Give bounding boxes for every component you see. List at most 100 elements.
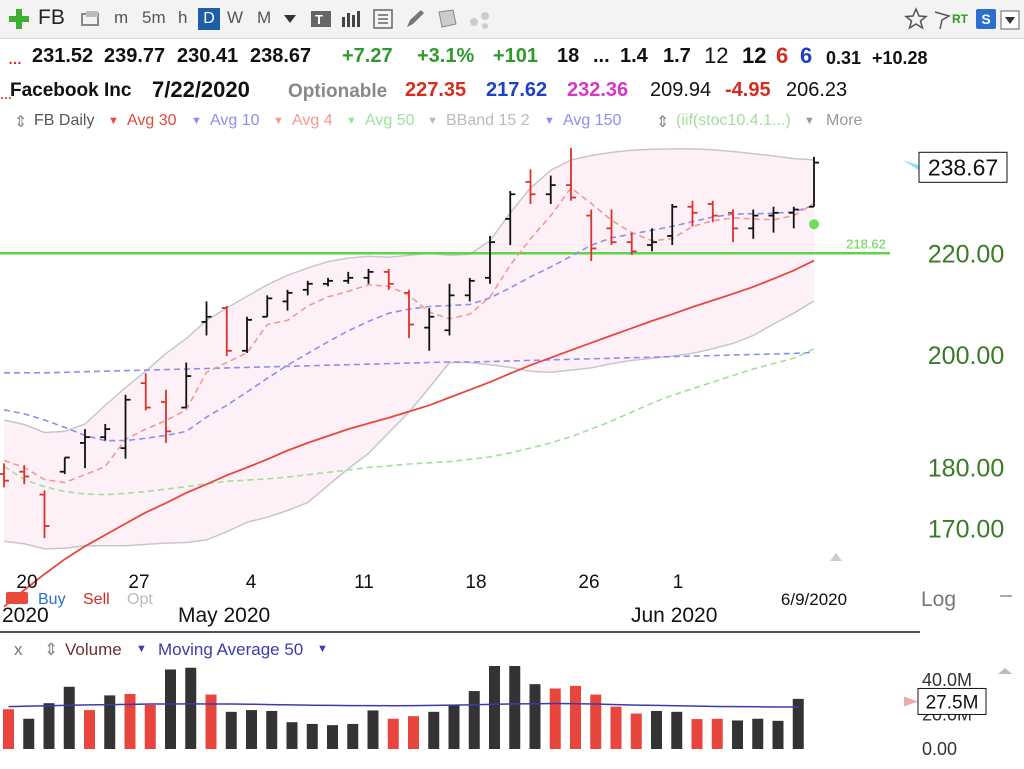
volume-bar <box>225 711 237 749</box>
trade-button-opt[interactable]: Opt <box>127 591 153 608</box>
report-date: 7/22/2020 <box>152 77 250 102</box>
quote-row-primary: … 231.52 239.77 230.41 238.67 +7.27 +3.1… <box>0 42 1024 72</box>
note-icon[interactable] <box>436 8 460 30</box>
legend-dropdown-icon[interactable]: ▼ <box>273 115 284 127</box>
ohlc-bar <box>788 206 799 229</box>
calculator-icon[interactable] <box>372 9 396 29</box>
volume-bar <box>428 711 440 749</box>
updown-icon[interactable]: ⇕ <box>44 640 59 659</box>
ohlc-bar <box>100 423 111 441</box>
optionable-label: Optionable <box>288 81 388 102</box>
trade-button-buy[interactable]: Buy <box>38 591 66 608</box>
legend-dropdown-icon[interactable]: ▼ <box>544 115 555 127</box>
close-pane-icon[interactable]: x <box>14 640 23 659</box>
ohlc-bar <box>586 209 597 262</box>
updown-icon[interactable]: ⇕ <box>14 114 28 131</box>
legend-avg150[interactable]: Avg 150 <box>563 112 622 129</box>
timeframe-h[interactable]: h <box>178 8 188 27</box>
log-scale-toggle[interactable]: Log <box>921 588 956 611</box>
volume-bar <box>489 666 500 749</box>
timeframe-d[interactable]: D <box>198 8 220 30</box>
legend-avg50[interactable]: Avg 50 <box>365 112 415 129</box>
ohlc-bar <box>140 373 151 411</box>
x-tick-label: 1 <box>673 572 684 593</box>
timeframe-monthly[interactable]: M <box>257 8 272 27</box>
legend-volume-ma[interactable]: Moving Average 50 <box>158 640 304 659</box>
legend-more[interactable]: More <box>826 112 863 129</box>
value-neg-4-95: -4.95 <box>725 79 771 101</box>
price-chart[interactable]: 218.62 170.00 180.00 200.00 220.00 238.67 20 27… <box>0 134 1024 634</box>
support-line-label: 218.62 <box>846 236 886 251</box>
symbol-field[interactable]: FB <box>38 6 65 29</box>
volume-bar <box>468 691 480 749</box>
stat-1-7: 1.7 <box>663 45 691 67</box>
trade-button-sell[interactable]: Sell <box>83 591 110 608</box>
avg50-line <box>3 347 815 496</box>
legend-dropdown-icon[interactable]: ▼ <box>136 643 147 655</box>
legend-avg10[interactable]: Avg 10 <box>210 112 260 129</box>
ohlc-bar <box>181 362 192 409</box>
timeframe-dropdown-icon[interactable] <box>283 13 297 25</box>
legend-dropdown-icon[interactable]: ▼ <box>346 115 357 127</box>
ohlc-bar <box>687 200 698 227</box>
legend-avg4[interactable]: Avg 4 <box>292 112 333 129</box>
legend-dropdown-icon[interactable]: ▼ <box>804 115 815 127</box>
volume-bar <box>691 719 703 749</box>
avg30-line <box>3 259 815 608</box>
volume-bar <box>671 711 683 749</box>
month-label: Jun 2020 <box>631 604 717 627</box>
timeframe-m[interactable]: m <box>114 8 129 27</box>
value-232: 232.36 <box>567 79 629 101</box>
legend-dropdown-icon[interactable]: ▼ <box>317 643 328 655</box>
volume-bar <box>84 710 95 749</box>
high-price: 239.77 <box>104 45 166 67</box>
timeframe-w[interactable]: W <box>227 8 244 27</box>
s-badge[interactable]: S <box>976 9 996 29</box>
trade-icon <box>6 592 28 604</box>
volume-bar <box>509 666 521 749</box>
last-price-marker <box>903 160 919 171</box>
legend-fb-daily[interactable]: FB Daily <box>34 112 95 129</box>
ohlc-bar <box>525 169 536 204</box>
legend-avg30[interactable]: Avg 30 <box>127 112 177 129</box>
timeframe-5m[interactable]: 5m <box>142 8 166 27</box>
expand-dots-2[interactable]: … <box>0 88 12 102</box>
alert-flag-icon[interactable] <box>932 9 952 31</box>
ohlc-bar <box>242 316 252 353</box>
ohlc-bar <box>809 156 819 208</box>
legend-stoch[interactable]: (iif(stoc10.4.1...) <box>676 112 791 129</box>
chart-style-icon[interactable] <box>340 9 364 29</box>
stat-1-4: 1.4 <box>620 45 648 67</box>
ohlc-bar <box>19 465 30 485</box>
stat-6a: 6 <box>776 43 789 68</box>
stat-ellipsis: ... <box>593 45 610 67</box>
ohlc-bar <box>221 306 232 357</box>
add-symbol-icon[interactable] <box>8 8 30 30</box>
volume-bar <box>306 723 318 749</box>
legend-bband[interactable]: BBand 15 2 <box>446 112 530 129</box>
expand-dots[interactable]: … <box>8 51 22 67</box>
text-tool-icon[interactable]: T <box>310 9 334 29</box>
stat-6b: 6 <box>800 43 813 68</box>
stat-101: +101 <box>493 45 539 67</box>
legend-dropdown-icon[interactable]: ▼ <box>108 115 119 127</box>
volume-tick-label: 40.0M <box>922 670 972 690</box>
legend-dropdown-icon[interactable]: ▼ <box>427 115 438 127</box>
updown-icon[interactable]: ⇕ <box>656 114 670 131</box>
link-icon[interactable] <box>468 10 492 30</box>
draw-tool-icon[interactable] <box>404 8 426 30</box>
volume-bar <box>711 718 723 749</box>
x-tick-label: 20 <box>16 572 37 593</box>
close-price: 238.67 <box>250 45 312 67</box>
volume-bar <box>205 694 217 749</box>
menu-dropdown-icon[interactable] <box>1000 10 1020 30</box>
star-icon[interactable] <box>904 7 928 31</box>
legend-volume[interactable]: Volume <box>65 640 122 659</box>
layout-icon[interactable] <box>80 9 102 29</box>
volume-tick-label: 0.00 <box>922 739 957 759</box>
legend-dropdown-icon[interactable]: ▼ <box>191 115 202 127</box>
ohlc-bar <box>728 209 738 243</box>
ohlc-bar <box>566 147 576 201</box>
realtime-badge[interactable]: RT <box>952 12 968 26</box>
